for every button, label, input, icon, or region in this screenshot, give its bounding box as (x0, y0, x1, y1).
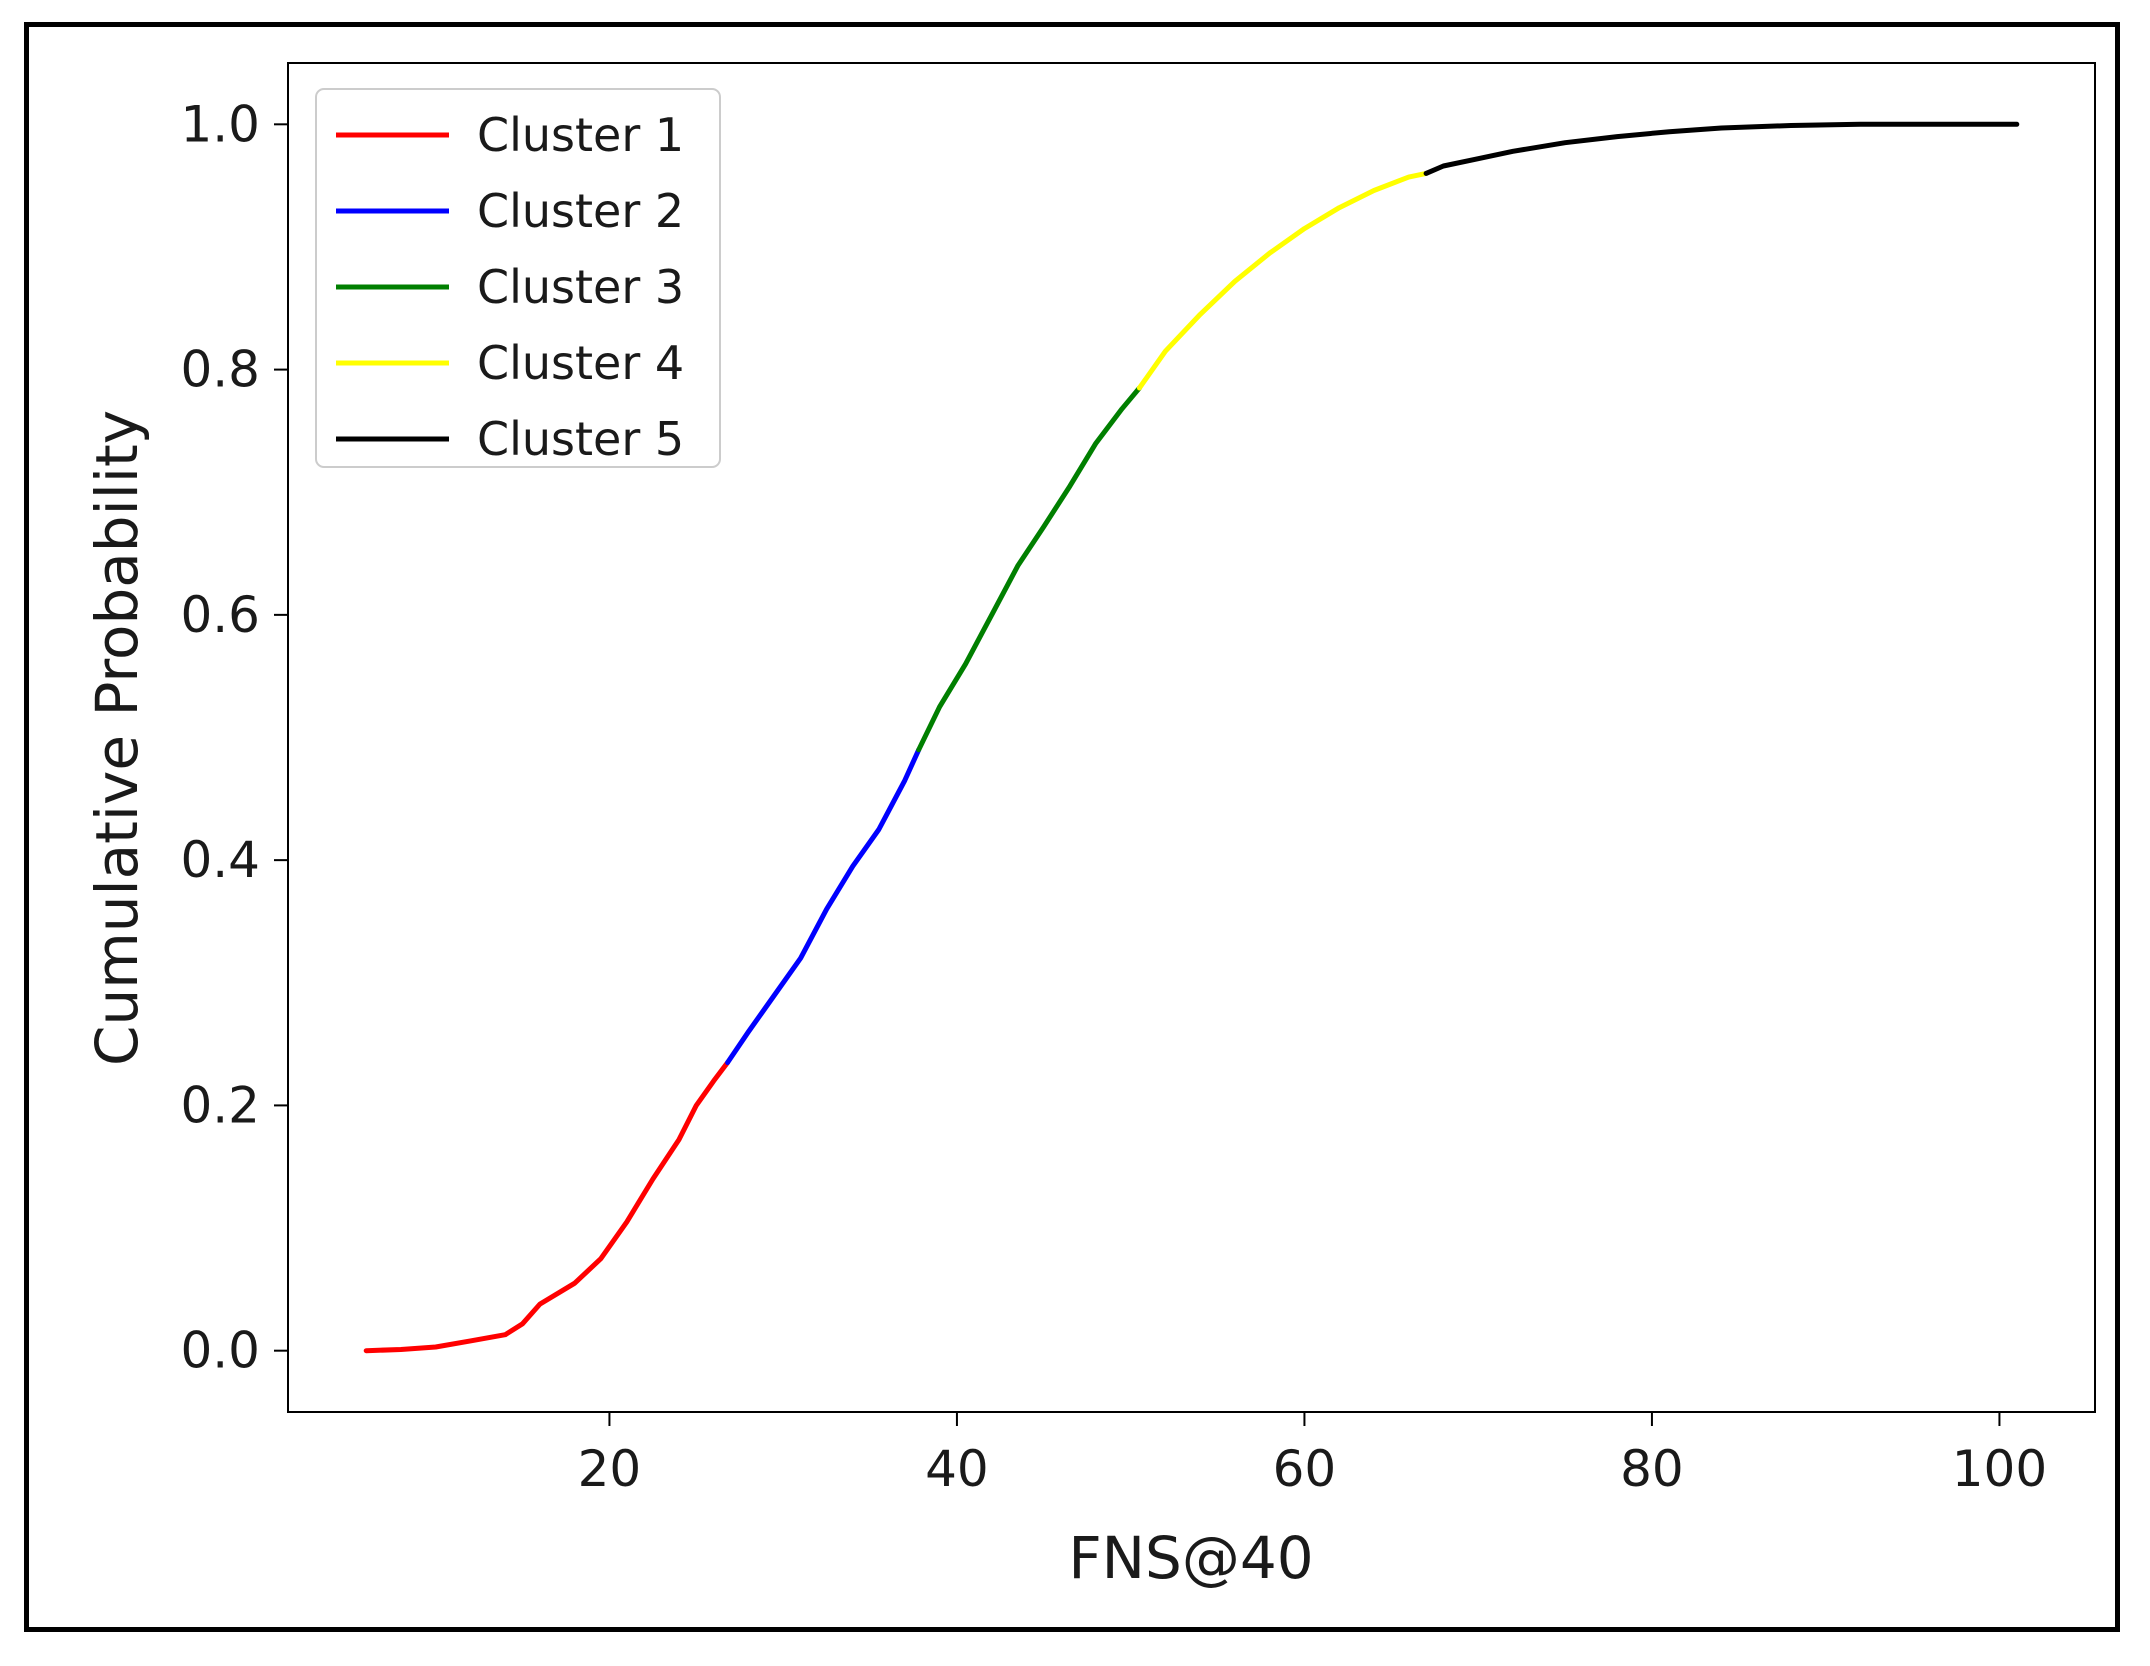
series-lines (363, 121, 2020, 1354)
y-tick-label: 0.8 (180, 341, 260, 399)
series-line-cluster-5 (1423, 121, 2020, 176)
legend-label-cluster-1: Cluster 1 (477, 108, 684, 162)
legend-label-cluster-5: Cluster 5 (477, 412, 684, 466)
legend-box (315, 88, 721, 468)
series-line-cluster-1 (363, 1060, 731, 1354)
cdf-chart: 20 40 60 80 100 0.0 0.2 0.4 0.6 0.8 1.0 FNS@40 Cu… (83, 62, 2096, 1592)
x-tick-label: 20 (578, 1440, 642, 1498)
figure-frame: 20 40 60 80 100 0.0 0.2 0.4 0.6 0.8 1.0 FNS@40 Cu… (24, 22, 2120, 1632)
series-line-cluster-3 (916, 385, 1142, 753)
legend: Cluster 1 Cluster 2 Cluster 3 Cluster 4 Clus… (315, 88, 721, 468)
legend-label-cluster-3: Cluster 3 (477, 260, 684, 314)
x-tick-label: 40 (925, 1440, 989, 1498)
series-line-cluster-4 (1136, 170, 1429, 391)
y-tick-label: 0.2 (180, 1076, 260, 1134)
y-tick-label: 1.0 (180, 95, 260, 153)
x-axis-label: FNS@40 (1068, 1524, 1313, 1592)
x-axis-ticks: 20 40 60 80 100 (578, 1412, 2047, 1498)
y-tick-label: 0.0 (180, 1322, 260, 1380)
legend-label-cluster-2: Cluster 2 (477, 184, 684, 238)
y-axis-label: Cumulative Probability (83, 410, 151, 1066)
y-tick-label: 0.4 (180, 831, 260, 889)
y-tick-label: 0.6 (180, 586, 260, 644)
x-tick-label: 100 (1952, 1440, 2047, 1498)
y-axis-ticks: 0.0 0.2 0.4 0.6 0.8 1.0 (180, 95, 288, 1380)
series-line-cluster-2 (725, 747, 922, 1065)
x-tick-label: 80 (1620, 1440, 1684, 1498)
x-tick-label: 60 (1273, 1440, 1337, 1498)
legend-label-cluster-4: Cluster 4 (477, 336, 684, 390)
